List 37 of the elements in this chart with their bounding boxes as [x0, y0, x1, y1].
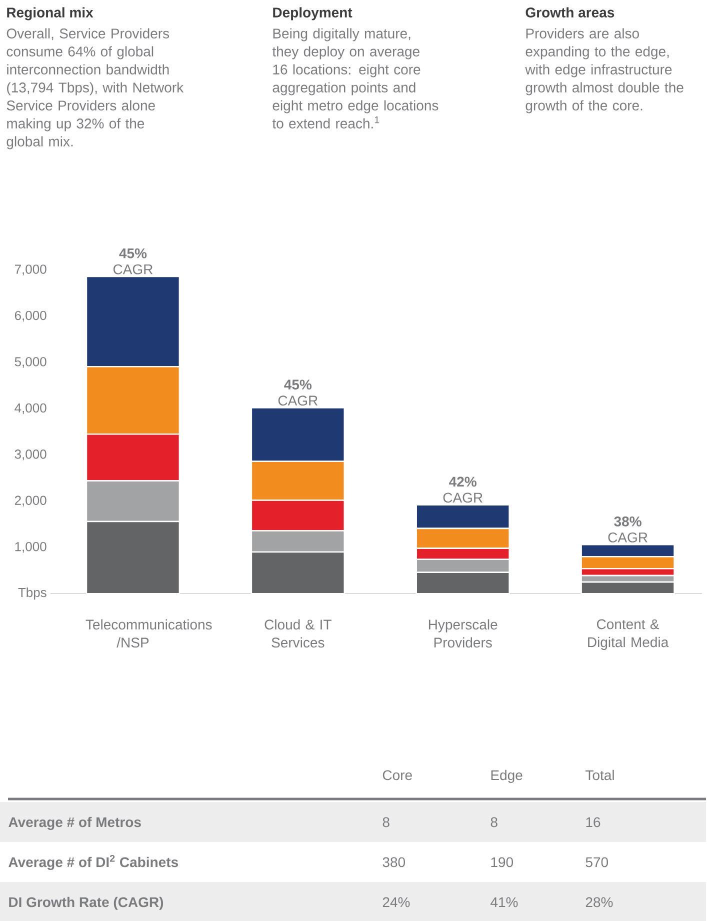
x-tick-label: Telecommunications /NSP: [86, 619, 212, 648]
text: 190: [491, 857, 513, 868]
text: 41%: [490, 897, 518, 908]
text: Regional mix: [7, 7, 94, 20]
text: 380: [382, 857, 405, 868]
x-tick-label: Content & Digital Media: [588, 619, 668, 650]
text: 24%: [382, 897, 410, 908]
text: Being digitally mature, they deploy on average 16 locations: eight core aggregation points and eight metro edge locations to extend reach.$^{1}$: [272, 28, 438, 128]
text: 28%: [586, 897, 613, 908]
y-tick-label: 3,000: [14, 450, 46, 460]
y-tick-label: 4,000: [14, 403, 46, 414]
text: Deployment: [273, 7, 352, 20]
text: Total: [585, 770, 614, 780]
annotation: 45% CAGR: [278, 380, 318, 406]
y-tick-label: 5,000: [14, 357, 46, 368]
y-tick-label: 2,000: [14, 496, 46, 507]
y-tick-label: 6,000: [14, 310, 46, 322]
text: 8: [490, 817, 498, 828]
text: Overall, Service Providers consume 64% of global interconnection bandwidth (13,794 Tbps), with Network Service Providers alone making up 32% of the global mix.: [6, 28, 184, 150]
annotation: 42% CAGR: [443, 476, 482, 503]
text: Average # of Metros: [8, 816, 141, 830]
text: Growth areas: [526, 7, 614, 18]
text: Edge: [491, 770, 522, 783]
y-tick-label: 1,000: [15, 542, 46, 553]
text: Average # of DI$^{2}$ Cabinets: [8, 854, 178, 870]
text: 16: [586, 817, 600, 828]
x-tick-label: Hyperscale Providers: [428, 619, 498, 648]
text: Core: [382, 770, 412, 780]
x-tick-label: Cloud & IT Services: [264, 619, 332, 648]
y-tick-label: 7,000: [14, 264, 46, 276]
annotation: 38% CAGR: [608, 516, 648, 542]
text: 8: [382, 817, 390, 828]
text: DI Growth Rate (CAGR): [9, 896, 163, 910]
y-tick-label: Tbps: [18, 588, 46, 600]
text: Providers are also expanding to the edge, with edge infrastructure growth almost double the growth of the core.: [525, 28, 684, 114]
text: 570: [586, 857, 608, 868]
annotation: 45% CAGR: [113, 248, 152, 274]
